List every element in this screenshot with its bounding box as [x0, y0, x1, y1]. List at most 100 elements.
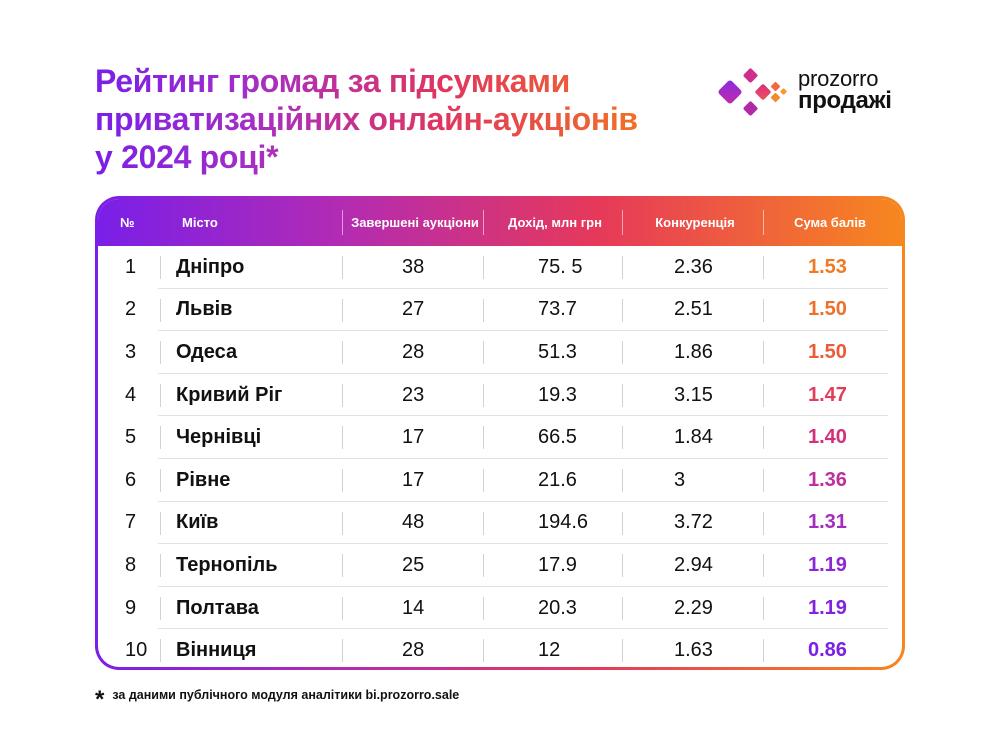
header-competition: Конкуренція	[655, 214, 735, 230]
cell-score: 1.50	[808, 298, 847, 321]
cell-num: 5	[125, 426, 137, 449]
prozorro-logo[interactable]: prozorro продажі	[718, 66, 908, 118]
header-income: Дохід, млн грн	[508, 214, 602, 230]
column-divider	[622, 298, 623, 322]
column-divider	[483, 639, 484, 663]
cell-city: Чернівці	[176, 426, 262, 449]
column-divider	[342, 596, 343, 620]
column-divider	[763, 256, 764, 279]
cell-num: 2	[125, 298, 137, 321]
column-divider	[483, 383, 484, 407]
column-divider	[342, 298, 343, 322]
column-divider	[342, 341, 343, 365]
table-row: 2 Львів 27 73.7 2.51 1.50	[98, 289, 902, 332]
column-divider	[342, 511, 343, 535]
cell-competition: 1.86	[674, 340, 713, 363]
cell-city: Полтава	[176, 596, 259, 619]
cell-competition: 3.15	[674, 383, 713, 406]
footnote-mark: *	[95, 686, 105, 713]
table-row: 3 Одеса 28 51.3 1.86 1.50	[98, 331, 902, 374]
header-divider	[622, 210, 623, 235]
row-divider	[158, 457, 888, 459]
column-divider	[342, 554, 343, 578]
row-divider	[158, 500, 888, 502]
column-divider	[622, 426, 623, 450]
cell-num: 9	[125, 596, 137, 619]
cell-score: 1.31	[808, 511, 847, 534]
logo-line-2: продажі	[798, 87, 892, 114]
header-score: Сума балів	[794, 214, 866, 230]
cell-num: 1	[125, 255, 137, 278]
cell-auctions: 17	[402, 468, 425, 491]
column-divider	[160, 383, 161, 407]
column-divider	[342, 256, 343, 279]
cell-num: 6	[125, 468, 137, 491]
column-divider	[763, 341, 764, 365]
table-row: 6 Рівне 17 21.6 3 1.36	[98, 459, 902, 502]
column-divider	[160, 298, 161, 322]
cell-auctions: 14	[402, 596, 425, 619]
column-divider	[160, 341, 161, 365]
column-divider	[160, 596, 161, 620]
header-num: №	[120, 214, 135, 230]
cell-score: 1.19	[808, 596, 847, 619]
column-divider	[763, 511, 764, 535]
cell-competition: 2.51	[674, 298, 713, 321]
cell-num: 4	[125, 383, 137, 406]
cell-auctions: 17	[402, 426, 425, 449]
column-divider	[622, 256, 623, 279]
cell-city: Дніпро	[176, 255, 245, 278]
cell-score: 1.36	[808, 468, 847, 491]
cell-score: 1.19	[808, 553, 847, 576]
cell-num: 10	[125, 639, 148, 662]
cell-auctions: 48	[402, 511, 425, 534]
table-row: 10 Вінниця 28 12 1.63 0.86	[98, 629, 902, 667]
column-divider	[483, 596, 484, 620]
column-divider	[622, 341, 623, 365]
logo-line-1: prozorro	[798, 66, 879, 91]
cell-income: 17.9	[538, 553, 577, 576]
column-divider	[622, 596, 623, 620]
table-row: 4 Кривий Ріг 23 19.3 3.15 1.47	[98, 374, 902, 417]
row-divider	[158, 372, 888, 374]
footnote-text: за даними публічного модуля аналітики bi…	[112, 688, 460, 702]
column-divider	[342, 426, 343, 450]
cell-competition: 2.29	[674, 596, 713, 619]
cell-city: Одеса	[176, 340, 238, 363]
column-divider	[160, 639, 161, 663]
cell-score: 1.50	[808, 340, 847, 363]
column-divider	[160, 426, 161, 450]
column-divider	[342, 383, 343, 407]
header-divider	[763, 210, 764, 235]
column-divider	[763, 426, 764, 450]
column-divider	[622, 511, 623, 535]
column-divider	[160, 554, 161, 578]
cell-score: 1.53	[808, 255, 847, 278]
cell-auctions: 25	[402, 553, 425, 576]
column-divider	[483, 426, 484, 450]
cell-competition: 1.63	[674, 639, 713, 662]
header-divider	[342, 210, 343, 235]
cell-city: Львів	[176, 298, 233, 321]
table-row: 5 Чернівці 17 66.5 1.84 1.40	[98, 416, 902, 459]
cell-score: 1.40	[808, 426, 847, 449]
cell-city: Вінниця	[176, 639, 257, 662]
cell-score: 0.86	[808, 639, 847, 662]
cell-num: 7	[125, 511, 137, 534]
cell-auctions: 28	[402, 639, 425, 662]
column-divider	[342, 468, 343, 492]
cell-income: 194.6	[538, 511, 589, 534]
column-divider	[622, 383, 623, 407]
table-header: № Місто Завершені аукціони Дохід, млн гр…	[98, 199, 902, 246]
table-row: 9 Полтава 14 20.3 2.29 1.19	[98, 587, 902, 630]
header-divider	[483, 210, 484, 235]
column-divider	[160, 468, 161, 492]
cell-income: 12	[538, 639, 561, 662]
column-divider	[763, 298, 764, 322]
row-divider	[158, 330, 888, 332]
row-divider	[158, 585, 888, 587]
column-divider	[483, 298, 484, 322]
rating-table: № Місто Завершені аукціони Дохід, млн гр…	[95, 196, 905, 670]
column-divider	[763, 596, 764, 620]
column-divider	[763, 468, 764, 492]
